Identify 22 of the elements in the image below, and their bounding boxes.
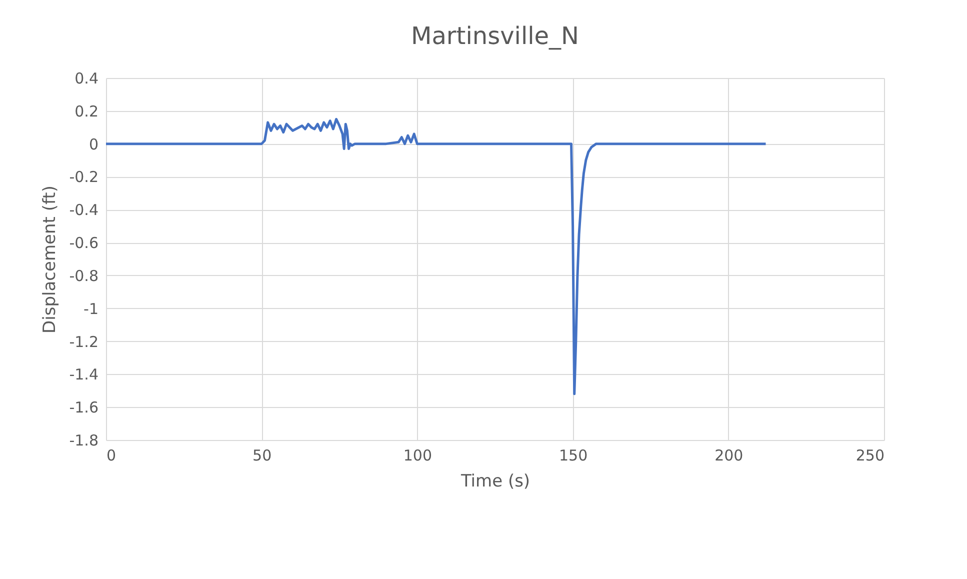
y-tick-label: -0.4	[69, 201, 98, 220]
y-tick-label: -0.6	[69, 234, 98, 252]
y-tick-label: 0.2	[74, 102, 98, 120]
chart-title: Martinsville_N	[411, 22, 579, 50]
x-tick-label: 250	[856, 446, 884, 464]
y-tick-label: -0.8	[69, 266, 98, 285]
y-tick-label: -0.2	[69, 168, 98, 186]
x-tick-label: 150	[558, 446, 588, 464]
y-tick-label: -1.4	[69, 366, 98, 384]
y-tick-label: -1	[84, 300, 98, 318]
x-axis-title: Time (s)	[460, 472, 530, 492]
y-tick-label: -1.8	[69, 432, 98, 450]
x-tick-label: 100	[403, 446, 432, 464]
y-tick-label: 0.4	[74, 70, 98, 88]
x-tick-label: 200	[714, 446, 744, 464]
x-tick-label: 50	[252, 446, 272, 464]
x-tick-label: 0	[106, 446, 116, 464]
line-series	[104, 118, 767, 396]
y-tick-label: -1.6	[69, 398, 98, 417]
y-tick-label: 0	[88, 135, 98, 154]
y-tick-label: -1.2	[69, 332, 98, 351]
y-axis-title: Displacement (ft)	[40, 186, 60, 334]
